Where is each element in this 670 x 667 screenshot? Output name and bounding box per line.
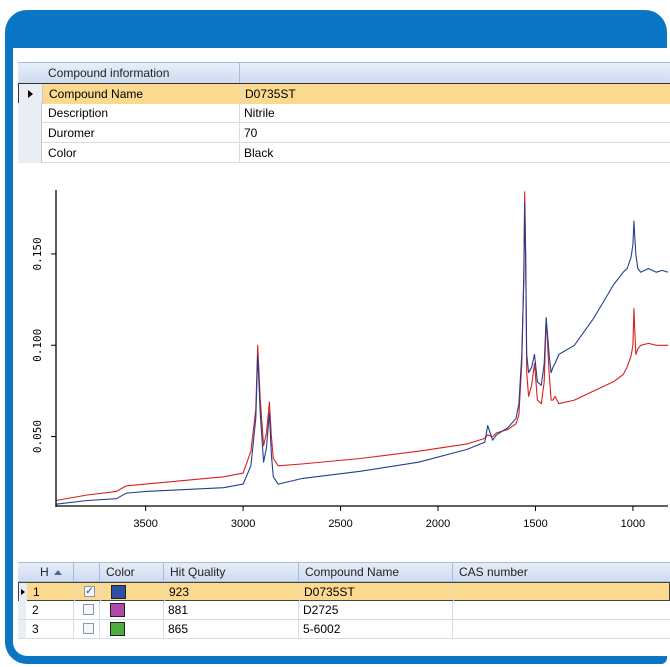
x-tick-label: 2500: [328, 518, 352, 530]
row-indicator-icon: [21, 589, 25, 595]
hit-visible-checkbox[interactable]: ✓: [84, 586, 95, 597]
column-compound-name[interactable]: Compound Name: [299, 563, 453, 582]
hit-row[interactable]: 3 865 5-6002: [18, 620, 670, 639]
plot-area: [56, 190, 668, 506]
column-hit-quality[interactable]: Hit Quality: [164, 563, 299, 582]
property-key: Duromer: [42, 123, 240, 143]
hit-cas-number: [454, 583, 670, 601]
hits-header: H Color Hit Quality Compound Name CAS nu…: [18, 562, 670, 582]
x-tick-label: 1500: [523, 518, 547, 530]
hit-compound-name: D2725: [299, 601, 453, 619]
y-tick-label: 0.150: [31, 237, 44, 270]
property-value[interactable]: Nitrile: [244, 106, 275, 120]
spectrum-chart[interactable]: 3500 3000 2500 2000 1500 1000 0.050 0.100 0.150: [13, 186, 670, 538]
hit-number: 2: [26, 601, 74, 619]
column-checkbox[interactable]: [74, 563, 100, 582]
hit-quality: 881: [164, 601, 299, 619]
x-tick-label: 3000: [231, 518, 255, 530]
x-tick-label: 3500: [133, 518, 157, 530]
column-cas-number[interactable]: CAS number: [459, 565, 528, 579]
property-key: Description: [42, 103, 240, 123]
sort-ascending-icon: [53, 570, 62, 575]
property-value[interactable]: 70: [244, 126, 258, 140]
hit-row[interactable]: 2 881 D2725: [18, 601, 670, 620]
property-key: Color: [42, 143, 240, 163]
property-row-compound-name[interactable]: Compound Name D0735ST: [18, 83, 670, 104]
spectrum-plot[interactable]: 3500 3000 2500 2000 1500 1000 0.050 0.100 0.150: [13, 186, 670, 538]
y-tick-label: 0.050: [31, 420, 44, 453]
hit-compound-name: 5-6002: [299, 620, 453, 638]
hits-table: H Color Hit Quality Compound Name CAS nu…: [18, 562, 670, 652]
column-color[interactable]: Color: [100, 563, 164, 582]
hit-color-swatch[interactable]: [110, 622, 125, 636]
property-value[interactable]: Black: [244, 146, 274, 160]
property-row-color[interactable]: Color Black: [18, 143, 670, 163]
hit-visible-checkbox[interactable]: [83, 604, 94, 615]
property-key: Compound Name: [43, 84, 241, 104]
hit-quality: 865: [164, 620, 299, 638]
spectrum-series-2: [55, 202, 669, 505]
property-value[interactable]: D0735ST: [241, 84, 670, 104]
hit-compound-name: D0735ST: [300, 583, 454, 601]
grid-header-label: Compound information: [42, 63, 240, 83]
x-tick-label: 1000: [621, 518, 645, 530]
hit-number: 3: [26, 620, 74, 638]
hit-number: 1: [27, 583, 75, 601]
hit-row[interactable]: 1 ✓ 923 D0735ST: [18, 582, 670, 601]
grid-header: Compound information: [18, 62, 670, 84]
hit-color-swatch[interactable]: [111, 585, 126, 599]
property-row-description[interactable]: Description Nitrile: [18, 103, 670, 123]
hit-quality: 923: [165, 583, 300, 601]
hit-cas-number: [453, 601, 670, 619]
compound-info-grid: Compound information Compound Name D0735…: [18, 52, 670, 180]
row-indicator-icon: [28, 90, 33, 98]
hit-visible-checkbox[interactable]: [83, 623, 94, 634]
y-tick-label: 0.100: [31, 329, 44, 362]
column-h[interactable]: H: [18, 563, 74, 582]
hit-color-swatch[interactable]: [110, 603, 125, 617]
property-row-duromer[interactable]: Duromer 70: [18, 123, 670, 143]
hit-cas-number: [453, 620, 670, 638]
x-tick-label: 2000: [426, 518, 450, 530]
